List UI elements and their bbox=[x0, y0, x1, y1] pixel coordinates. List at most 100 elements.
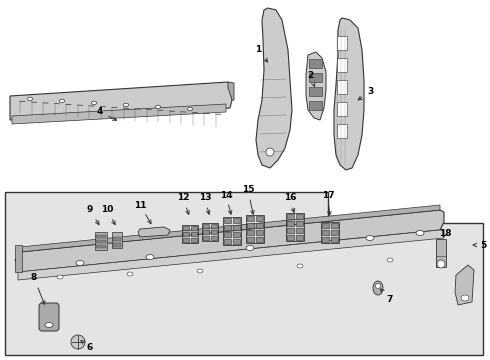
Bar bbox=[256, 223, 263, 228]
Text: 4: 4 bbox=[97, 108, 117, 120]
Ellipse shape bbox=[127, 272, 133, 276]
Bar bbox=[296, 235, 303, 240]
Bar bbox=[331, 237, 338, 242]
Ellipse shape bbox=[197, 269, 203, 273]
Bar bbox=[233, 225, 240, 230]
Bar bbox=[296, 221, 303, 226]
Bar bbox=[96, 235, 106, 238]
Bar bbox=[183, 238, 189, 242]
Ellipse shape bbox=[387, 258, 393, 262]
Bar bbox=[183, 232, 189, 236]
Text: 8: 8 bbox=[31, 274, 45, 305]
Bar bbox=[287, 235, 294, 240]
Bar bbox=[113, 243, 121, 247]
Text: 6: 6 bbox=[81, 341, 93, 352]
Bar bbox=[322, 237, 329, 242]
Ellipse shape bbox=[92, 101, 97, 105]
Bar bbox=[224, 232, 231, 237]
Text: 5: 5 bbox=[473, 240, 486, 249]
Bar bbox=[256, 237, 263, 242]
Bar bbox=[309, 59, 322, 68]
Text: 10: 10 bbox=[101, 206, 115, 225]
Bar bbox=[211, 230, 217, 234]
Polygon shape bbox=[15, 210, 444, 272]
Bar bbox=[256, 230, 263, 235]
Text: 15: 15 bbox=[242, 185, 254, 214]
Bar bbox=[337, 124, 347, 138]
Text: 16: 16 bbox=[284, 194, 296, 212]
Ellipse shape bbox=[59, 99, 65, 103]
Polygon shape bbox=[228, 82, 234, 100]
Text: 2: 2 bbox=[307, 71, 315, 86]
Polygon shape bbox=[20, 205, 440, 252]
FancyBboxPatch shape bbox=[112, 232, 122, 248]
Bar bbox=[309, 87, 322, 96]
Bar bbox=[203, 236, 209, 240]
Text: 1: 1 bbox=[255, 45, 268, 62]
Ellipse shape bbox=[76, 261, 84, 266]
Bar bbox=[211, 236, 217, 240]
Text: 3: 3 bbox=[358, 87, 373, 100]
Ellipse shape bbox=[246, 246, 254, 251]
Polygon shape bbox=[306, 52, 326, 120]
Bar bbox=[233, 239, 240, 244]
Polygon shape bbox=[10, 82, 232, 120]
Bar bbox=[247, 230, 254, 235]
Ellipse shape bbox=[123, 103, 128, 107]
FancyBboxPatch shape bbox=[95, 232, 107, 250]
Bar bbox=[247, 223, 254, 228]
Text: 11: 11 bbox=[134, 201, 151, 224]
Ellipse shape bbox=[375, 284, 381, 288]
Polygon shape bbox=[138, 227, 170, 237]
Bar bbox=[309, 101, 322, 110]
Bar bbox=[309, 73, 322, 82]
Bar bbox=[211, 224, 217, 228]
Bar bbox=[191, 226, 197, 230]
Bar bbox=[203, 224, 209, 228]
Bar bbox=[183, 226, 189, 230]
Polygon shape bbox=[455, 265, 474, 305]
Bar bbox=[337, 80, 347, 94]
Ellipse shape bbox=[373, 281, 383, 295]
Bar bbox=[224, 239, 231, 244]
Bar bbox=[337, 102, 347, 116]
Ellipse shape bbox=[188, 107, 193, 111]
Bar bbox=[113, 237, 121, 241]
FancyBboxPatch shape bbox=[436, 239, 446, 267]
Bar bbox=[287, 221, 294, 226]
Text: 14: 14 bbox=[220, 190, 232, 214]
Ellipse shape bbox=[416, 230, 424, 235]
Circle shape bbox=[266, 148, 274, 156]
Polygon shape bbox=[5, 192, 483, 355]
FancyBboxPatch shape bbox=[39, 303, 59, 331]
Polygon shape bbox=[334, 18, 364, 170]
Bar bbox=[203, 230, 209, 234]
Bar bbox=[296, 228, 303, 233]
Circle shape bbox=[71, 335, 85, 349]
Bar bbox=[256, 216, 263, 221]
Bar bbox=[296, 214, 303, 219]
Bar bbox=[233, 218, 240, 223]
Bar bbox=[224, 218, 231, 223]
Text: 12: 12 bbox=[177, 194, 189, 214]
Bar bbox=[337, 58, 347, 72]
Ellipse shape bbox=[45, 323, 53, 328]
Text: 7: 7 bbox=[381, 289, 393, 305]
Bar bbox=[287, 228, 294, 233]
Bar bbox=[322, 230, 329, 235]
Ellipse shape bbox=[461, 295, 469, 301]
Bar bbox=[331, 230, 338, 235]
Ellipse shape bbox=[57, 275, 63, 279]
Bar bbox=[337, 36, 347, 50]
Bar bbox=[322, 223, 329, 228]
Bar bbox=[224, 225, 231, 230]
Bar bbox=[191, 232, 197, 236]
Bar bbox=[96, 245, 106, 248]
Bar bbox=[287, 214, 294, 219]
Bar bbox=[191, 238, 197, 242]
Text: 9: 9 bbox=[87, 206, 99, 225]
Bar bbox=[96, 240, 106, 243]
Text: 17: 17 bbox=[322, 192, 334, 215]
Bar bbox=[233, 232, 240, 237]
Ellipse shape bbox=[27, 97, 32, 101]
